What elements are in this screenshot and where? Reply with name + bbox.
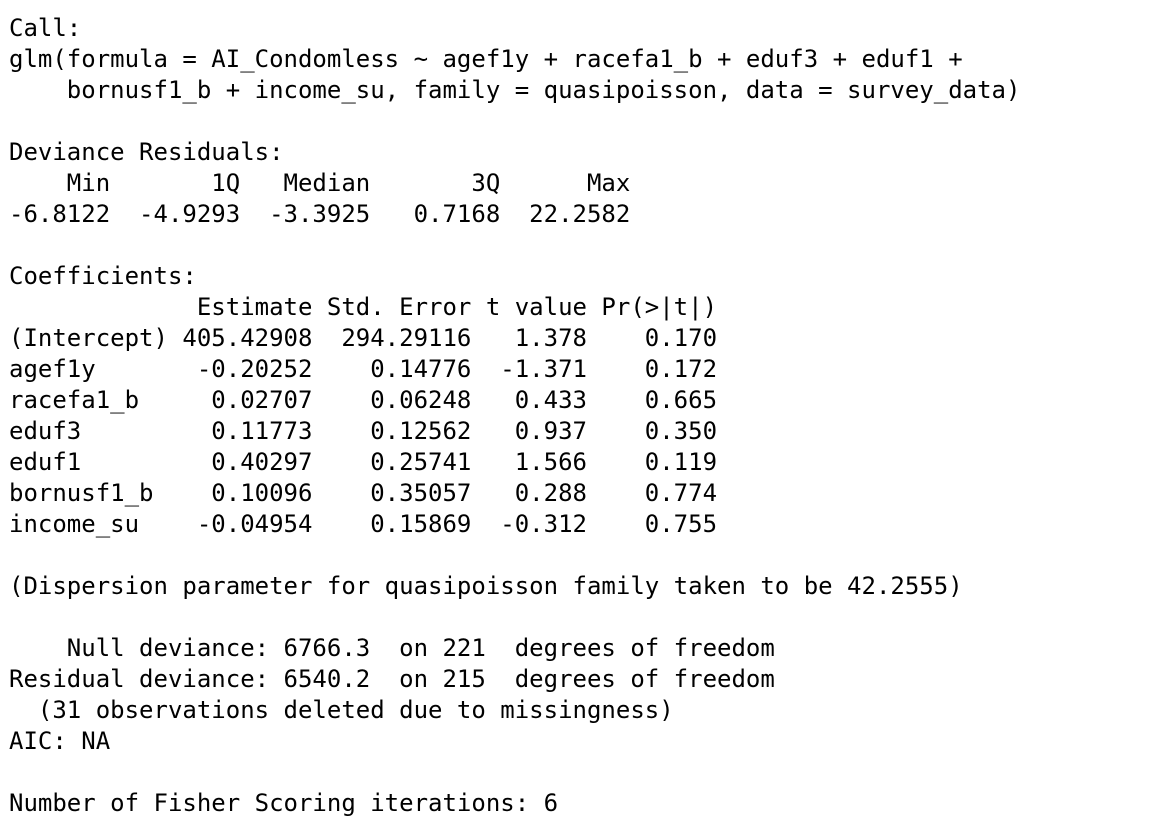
residual-deviance: Residual deviance: 6540.2 on 215 degrees…	[9, 665, 775, 693]
blank-line	[9, 757, 1170, 788]
deviance-residuals-values: -6.8122 -4.9293 -3.3925 0.7168 22.2582	[9, 200, 660, 228]
blank-line	[9, 602, 1170, 633]
coefficients-column-headers: Estimate Std. Error t value Pr(>|t|)	[9, 293, 718, 321]
coefficient-row: agef1y -0.20252 0.14776 -1.371 0.172	[9, 355, 718, 383]
blank-line	[9, 106, 1170, 137]
deviance-residuals-header: Deviance Residuals:	[9, 138, 284, 166]
call-formula-line: bornusf1_b + income_su, family = quasipo…	[9, 76, 1021, 104]
coefficient-row: income_su -0.04954 0.15869 -0.312 0.755	[9, 510, 718, 538]
coefficient-row: (Intercept) 405.42908 294.29116 1.378 0.…	[9, 324, 718, 352]
coefficients-header: Coefficients:	[9, 262, 197, 290]
coefficient-row: racefa1_b 0.02707 0.06248 0.433 0.665	[9, 386, 718, 414]
coefficient-row: eduf3 0.11773 0.12562 0.937 0.350	[9, 417, 718, 445]
coefficient-row: bornusf1_b 0.10096 0.35057 0.288 0.774	[9, 479, 718, 507]
missing-observations-note: (31 observations deleted due to missingn…	[9, 696, 674, 724]
blank-line	[9, 540, 1170, 571]
dispersion-parameter: (Dispersion parameter for quasipoisson f…	[9, 572, 963, 600]
call-formula-line: glm(formula = AI_Condomless ~ agef1y + r…	[9, 45, 963, 73]
aic-value: AIC: NA	[9, 727, 111, 755]
fisher-scoring-iterations: Number of Fisher Scoring iterations: 6	[9, 789, 559, 817]
deviance-residuals-labels: Min 1Q Median 3Q Max	[9, 169, 660, 197]
coefficient-row: eduf1 0.40297 0.25741 1.566 0.119	[9, 448, 718, 476]
null-deviance: Null deviance: 6766.3 on 221 degrees of …	[9, 634, 775, 662]
blank-line	[9, 230, 1170, 261]
call-header: Call:	[9, 14, 82, 42]
